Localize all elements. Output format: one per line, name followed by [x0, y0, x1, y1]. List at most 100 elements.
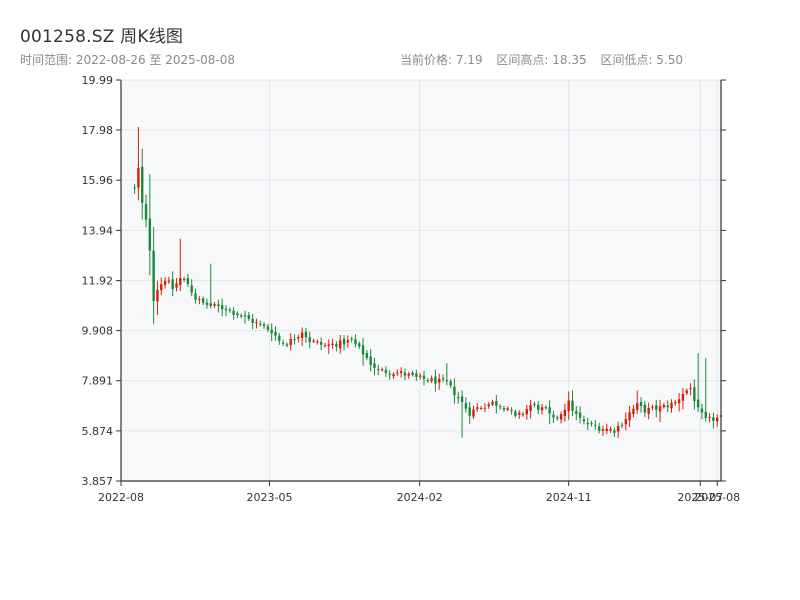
candle-body — [354, 339, 357, 345]
candle-body — [548, 407, 551, 414]
candle-body — [335, 344, 338, 347]
candle-body — [228, 309, 231, 311]
candle-body — [449, 381, 452, 386]
candle-body — [434, 376, 437, 384]
price-summary: 当前价格: 7.19 区间高点: 18.35 区间低点: 5.50 — [400, 51, 693, 68]
x-tick-label: 2023-05 — [247, 491, 293, 504]
candle-body — [571, 400, 574, 411]
candle-body — [163, 280, 167, 285]
candle-body — [666, 405, 669, 408]
candle-body — [339, 340, 342, 349]
x-tick-label: 2022-08 — [98, 491, 144, 504]
candle-body — [647, 407, 650, 414]
candle-body — [179, 278, 182, 285]
candle-body — [658, 406, 662, 412]
y-tick-label: 11.92 — [82, 275, 114, 288]
candle-body — [289, 339, 292, 345]
candle-body — [677, 399, 681, 404]
candle-body — [681, 393, 685, 401]
candle-body — [563, 409, 567, 417]
candle-body — [609, 428, 612, 431]
y-tick-label: 9.908 — [82, 325, 114, 338]
grid-lines — [120, 79, 721, 482]
candle-body — [167, 280, 171, 282]
y-axis-ticks: 19.99 17.98 15.96 13.94 11.92 9.908 7.891 5.874… — [82, 74, 726, 488]
candle-body — [411, 372, 414, 375]
candle-body — [415, 373, 418, 377]
candle-body — [304, 331, 308, 338]
candle-body — [601, 429, 605, 431]
candle-body — [544, 407, 548, 409]
x-tick-label: 2025-08 — [694, 491, 740, 504]
candle-body — [262, 324, 266, 326]
candle-body — [559, 414, 563, 420]
y-tick-label: 15.96 — [82, 174, 114, 187]
candle-body — [430, 378, 433, 382]
candle-body — [380, 369, 384, 371]
candle-body — [350, 338, 353, 340]
x-tick-label: 2025-07 — [677, 491, 723, 504]
candle-body — [201, 298, 205, 303]
candle-body — [209, 303, 212, 307]
candle-body — [194, 293, 197, 300]
candle-body — [198, 299, 201, 301]
candle-body — [399, 371, 403, 373]
candle-body — [361, 345, 365, 355]
candle-body — [255, 322, 258, 324]
candle-body — [160, 284, 163, 291]
candle-body — [141, 166, 144, 203]
candle-body — [567, 400, 570, 411]
candle-body — [426, 379, 429, 382]
candle-body — [297, 337, 300, 339]
candle-body — [643, 404, 647, 413]
candle-body — [213, 304, 216, 306]
x-axis-ticks: 2022-08 2023-05 2024-02 2024-11 2025-072025-… — [98, 481, 740, 504]
candle-body — [712, 417, 715, 421]
candle-body — [377, 369, 380, 371]
x-tick-label: 2024-02 — [397, 491, 443, 504]
candle-body — [613, 430, 616, 433]
candle-body — [590, 423, 593, 425]
candle-body — [483, 407, 487, 409]
candlestick-series — [133, 126, 723, 438]
candle-body — [674, 402, 677, 404]
candle-body — [476, 407, 479, 410]
candle-body — [533, 403, 536, 406]
candle-body — [270, 329, 273, 334]
candle-body — [498, 406, 502, 408]
candle-body — [247, 315, 251, 320]
candle-body — [392, 374, 395, 377]
candle-body — [685, 390, 688, 394]
candle-body — [655, 405, 658, 410]
candle-body — [529, 405, 532, 411]
page-title: 001258.SZ 周K线图 — [20, 27, 184, 47]
candle-body — [479, 407, 483, 409]
candle-body — [662, 404, 666, 408]
candle-body — [319, 342, 323, 345]
candle-body — [472, 409, 475, 417]
candle-body — [205, 302, 209, 306]
candle-body — [156, 289, 159, 302]
candle-body — [628, 412, 631, 421]
candle-body — [521, 414, 525, 416]
range-low-text: 区间低点: 5.50 — [600, 53, 684, 67]
candle-body — [259, 323, 262, 325]
candle-body — [175, 283, 178, 288]
candle-body — [441, 378, 445, 380]
candle-body — [373, 363, 376, 368]
candle-body — [182, 278, 186, 280]
candle-body — [582, 419, 586, 422]
candle-body — [506, 408, 509, 410]
candle-body — [220, 305, 224, 310]
candle-body — [171, 279, 174, 289]
candle-body — [384, 369, 388, 373]
candle-body — [281, 342, 285, 344]
y-tick-label: 7.891 — [82, 375, 114, 388]
candle-body — [278, 335, 281, 341]
candle-body — [693, 387, 696, 402]
candle-body — [620, 424, 624, 426]
x-tick-label: 2024-11 — [546, 491, 592, 504]
candle-body — [696, 399, 700, 408]
candle-body — [407, 373, 410, 376]
